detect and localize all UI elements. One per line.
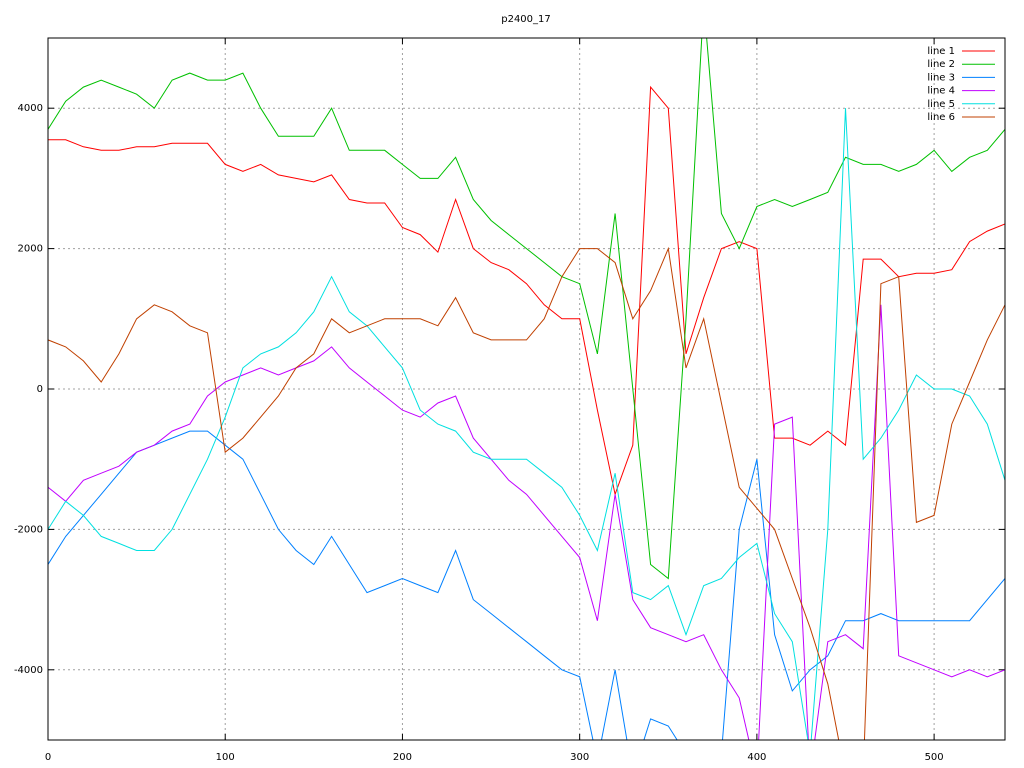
- y-tick-label: 0: [37, 384, 43, 395]
- series-line: [48, 85, 1005, 497]
- x-tick-label: 100: [216, 752, 235, 763]
- series-line: [48, 246, 1005, 740]
- series-line: [48, 430, 1005, 740]
- series-line: [48, 38, 1005, 580]
- plot-border: [47, 37, 1006, 741]
- legend-label: line 5: [927, 99, 955, 110]
- x-tick-label: 500: [925, 752, 944, 763]
- series-line: [48, 108, 1005, 740]
- legend-label: line 2: [927, 59, 955, 70]
- x-tick-label: 200: [393, 752, 412, 763]
- legend-label: line 1: [927, 46, 955, 57]
- plot-lines: [48, 38, 1005, 740]
- y-tick-label: -4000: [14, 665, 43, 676]
- x-tick-label: 0: [45, 752, 51, 763]
- x-tick-label: 300: [570, 752, 589, 763]
- y-tick-label: 2000: [18, 244, 43, 255]
- y-tick-label: -2000: [14, 524, 43, 535]
- chart-title: p2400_17: [501, 14, 551, 25]
- series-line: [48, 304, 1005, 740]
- legend-label: line 3: [927, 72, 955, 83]
- legend-label: line 4: [927, 86, 955, 97]
- legend: line 1 line 2 line 3 line 4 line 5 line 6: [927, 46, 995, 123]
- legend-label: line 6: [927, 112, 955, 123]
- x-tick-label: 400: [747, 752, 766, 763]
- y-tick-label: 4000: [18, 103, 43, 114]
